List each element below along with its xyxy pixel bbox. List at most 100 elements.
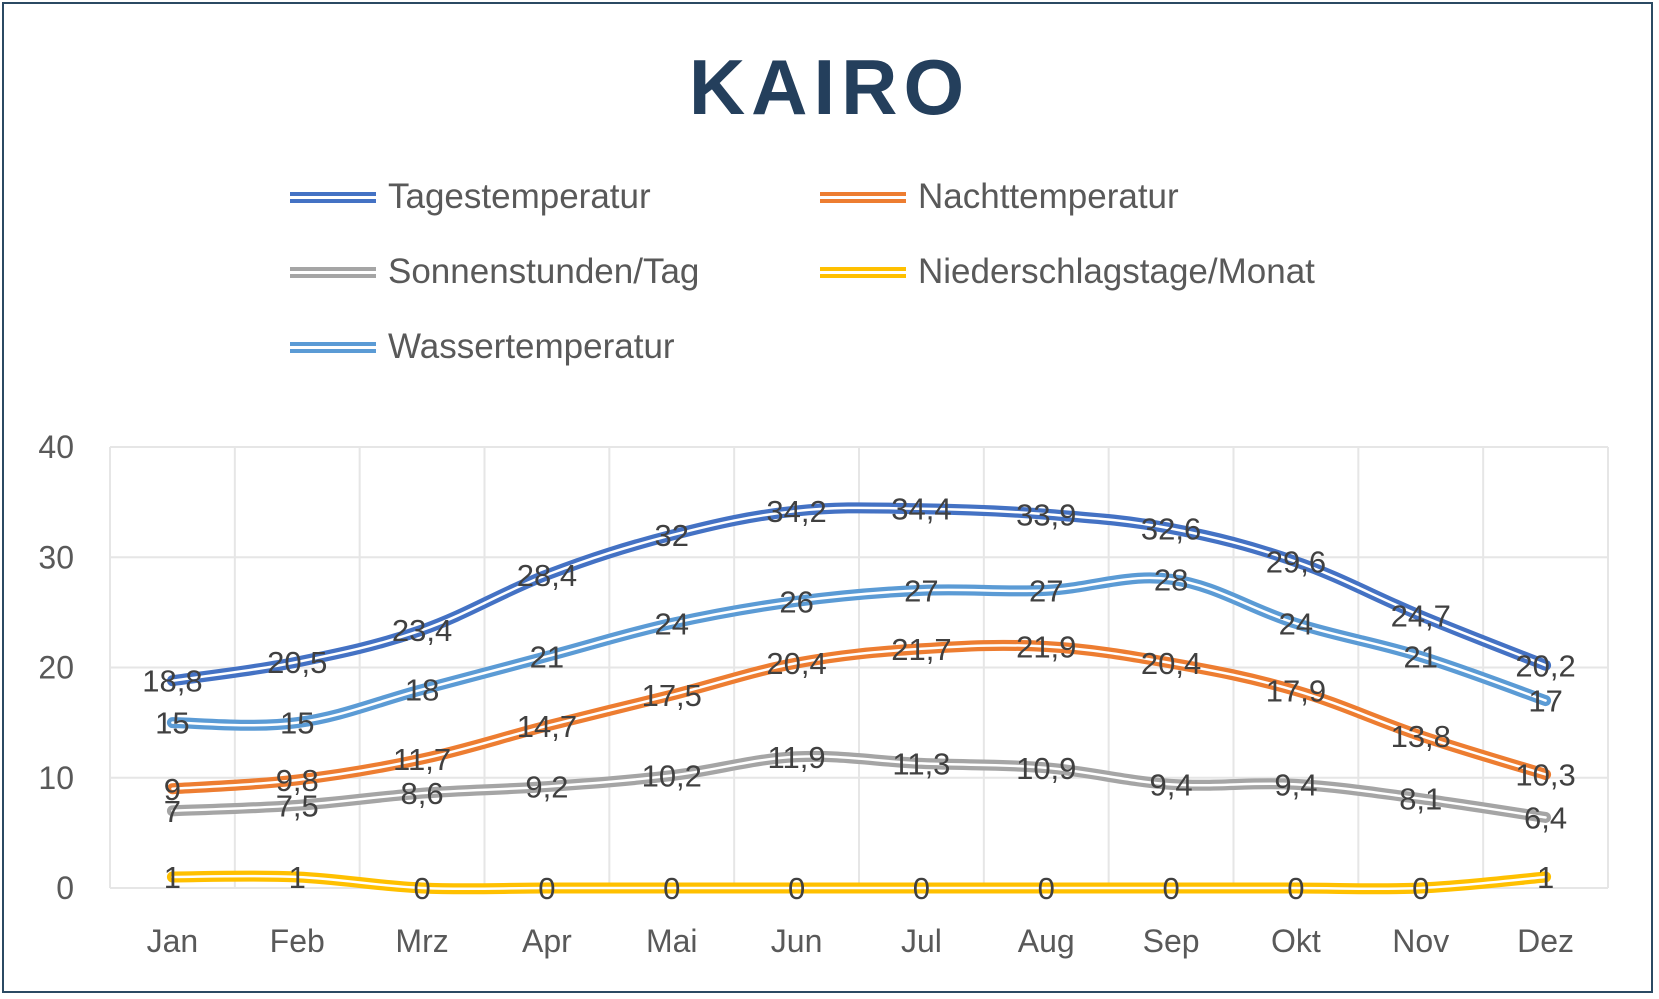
legend-swatch [290, 264, 376, 280]
data-label: 15 [155, 706, 189, 741]
data-label: 18 [405, 673, 439, 708]
legend-item: Sonnenstunden/Tag [290, 252, 699, 292]
data-label: 1 [289, 860, 306, 895]
data-label: 0 [1038, 871, 1055, 906]
x-tick-label: Sep [1143, 923, 1200, 959]
data-label: 26 [779, 584, 813, 619]
data-label: 10,3 [1515, 757, 1575, 792]
data-label: 20,4 [1141, 646, 1201, 681]
legend-swatch [290, 189, 376, 205]
x-tick-label: Dez [1517, 923, 1574, 959]
x-tick-label: Jul [901, 923, 942, 959]
legend-label: Nachttemperatur [918, 177, 1179, 216]
data-label: 17 [1528, 684, 1562, 719]
data-label: 6,4 [1524, 800, 1567, 835]
data-label: 9,4 [1150, 767, 1193, 802]
data-label: 27 [1029, 573, 1063, 608]
x-tick-label: Jan [147, 923, 199, 959]
data-label: 17,9 [1266, 674, 1326, 709]
legend-label: Tagestemperatur [388, 177, 651, 216]
x-tick-label: Apr [522, 923, 572, 959]
data-label: 20,4 [766, 646, 826, 681]
legend-item: Nachttemperatur [820, 177, 1179, 217]
data-label: 21 [1404, 639, 1438, 674]
legend-swatch [820, 189, 906, 205]
legend-label: Sonnenstunden/Tag [388, 252, 700, 291]
data-label: 34,4 [891, 492, 951, 527]
x-tick-label: Aug [1018, 923, 1075, 959]
data-label: 7,5 [276, 788, 319, 823]
y-tick-label: 40 [38, 429, 74, 465]
data-label: 33,9 [1016, 497, 1076, 532]
series-line-inner-3 [171, 874, 1547, 891]
data-label: 9,4 [1274, 767, 1317, 802]
data-label: 24 [655, 606, 689, 641]
data-label: 15 [280, 706, 314, 741]
data-label: 32 [655, 518, 689, 553]
data-label: 28 [1154, 562, 1188, 597]
x-tick-label: Nov [1392, 923, 1449, 959]
x-tick-label: Jun [771, 923, 823, 959]
data-label: 8,6 [401, 776, 444, 811]
data-label: 11,7 [393, 742, 451, 777]
data-label: 23,4 [392, 613, 452, 648]
data-label: 32,6 [1141, 512, 1201, 547]
y-tick-label: 0 [56, 870, 74, 906]
data-label: 17,5 [642, 678, 702, 713]
legend-item: Niederschlagstage/Monat [820, 252, 1315, 292]
legend-swatch [290, 339, 376, 355]
data-label: 0 [913, 871, 930, 906]
data-label: 11,3 [892, 746, 950, 781]
data-label: 20,2 [1515, 648, 1575, 683]
data-label: 1 [1537, 860, 1554, 895]
series-line-inner-1 [171, 644, 1547, 791]
data-label: 13,8 [1391, 719, 1451, 754]
data-label: 9,8 [276, 763, 319, 798]
data-label: 24 [1279, 606, 1313, 641]
x-tick-label: Mai [646, 923, 698, 959]
data-label: 0 [788, 871, 805, 906]
legend-swatch [820, 264, 906, 280]
legend-label: Niederschlagstage/Monat [918, 252, 1315, 291]
legend-item: Tagestemperatur [290, 177, 651, 217]
data-label: 9 [164, 772, 181, 807]
data-label: 34,2 [766, 494, 826, 529]
data-label: 1 [164, 860, 181, 895]
data-label: 0 [1412, 871, 1429, 906]
legend-item: Wassertemperatur [290, 327, 675, 367]
data-label: 20,5 [267, 645, 327, 680]
data-label: 24,7 [1391, 599, 1451, 634]
data-label: 21,7 [891, 632, 951, 667]
data-label: 21,9 [1016, 630, 1076, 665]
x-tick-label: Feb [270, 923, 325, 959]
data-label: 0 [1287, 871, 1304, 906]
x-tick-label: Mrz [395, 923, 448, 959]
data-label: 29,6 [1266, 545, 1326, 580]
data-label: 10,2 [642, 759, 702, 794]
data-label: 9,2 [525, 770, 568, 805]
data-label: 14,7 [517, 709, 577, 744]
data-label: 0 [663, 871, 680, 906]
x-tick-label: Okt [1271, 923, 1321, 959]
chart-title: KAIRO [688, 43, 971, 131]
data-label: 10,9 [1016, 751, 1076, 786]
y-tick-label: 20 [38, 650, 74, 686]
y-tick-label: 30 [38, 539, 74, 575]
data-label: 0 [1162, 871, 1179, 906]
data-label: 0 [538, 871, 555, 906]
series-line-inner-4 [171, 576, 1547, 727]
data-label: 7 [164, 794, 181, 829]
data-label: 27 [904, 573, 938, 608]
data-label: 8,1 [1399, 782, 1442, 817]
data-label: 18,8 [142, 664, 202, 699]
legend-label: Wassertemperatur [388, 327, 675, 366]
data-label: 21 [530, 639, 564, 674]
series-line-inner-2 [171, 755, 1547, 819]
data-label: 11,9 [768, 740, 826, 775]
data-label: 0 [413, 871, 430, 906]
series-line-inner-0 [171, 506, 1547, 682]
data-label: 28,4 [517, 558, 577, 593]
y-tick-label: 10 [38, 760, 74, 796]
